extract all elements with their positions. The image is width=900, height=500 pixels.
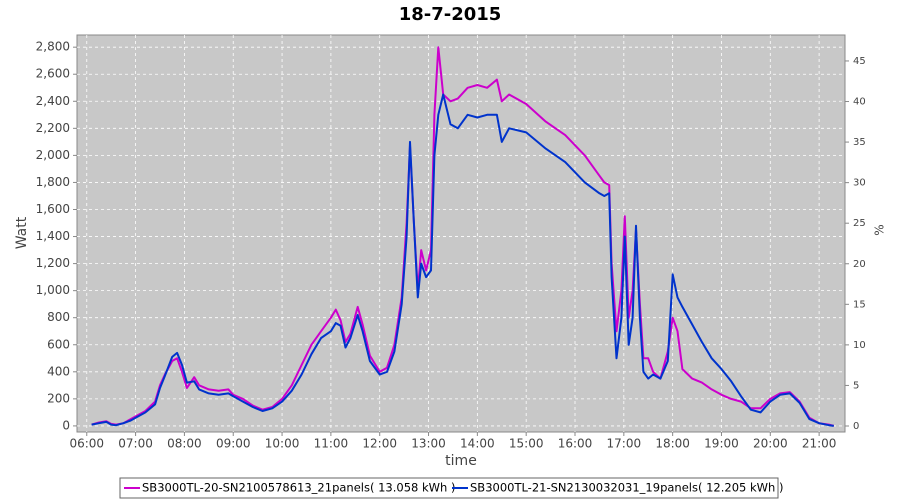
x-tick-label: 13:00 (411, 437, 446, 451)
x-tick-label: 10:00 (265, 437, 300, 451)
x-tick-label: 08:00 (167, 437, 202, 451)
y-tick-label: 200 (47, 391, 70, 405)
y2-tick-label: 25 (853, 218, 866, 229)
y-tick-label: 2,200 (36, 121, 70, 135)
y-tick-label: 1,000 (36, 283, 70, 297)
chart-title: 18-7-2015 (399, 4, 502, 25)
y2-tick-label: 5 (853, 380, 859, 391)
x-tick-label: 11:00 (314, 437, 349, 451)
legend-label: SB3000TL-21-SN2130032031_19panels( 12.20… (470, 481, 783, 495)
y-tick-label: 800 (47, 310, 70, 324)
y-tick-label: 1,200 (36, 256, 70, 270)
y-axis-label: Watt (14, 216, 30, 249)
y2-tick-label: 20 (853, 259, 866, 270)
y2-tick-label: 10 (853, 340, 866, 351)
y2-tick-label: 40 (853, 97, 866, 108)
y2-axis-label: % (873, 224, 887, 235)
x-tick-label: 17:00 (607, 437, 642, 451)
x-tick-label: 14:00 (460, 437, 495, 451)
x-tick-label: 12:00 (362, 437, 397, 451)
y2-tick-label: 15 (853, 299, 866, 310)
y-tick-label: 1,400 (36, 229, 70, 243)
y-tick-label: 2,800 (36, 40, 70, 54)
x-axis-label: time (445, 453, 477, 469)
y-tick-label: 0 (62, 418, 70, 432)
legend (119, 477, 779, 499)
y-tick-label: 400 (47, 364, 70, 378)
x-tick-label: 20:00 (753, 437, 788, 451)
y-tick-label: 1,600 (36, 202, 70, 216)
y-tick-label: 2,400 (36, 94, 70, 108)
y-tick-label: 2,600 (36, 67, 70, 81)
y-tick-label: 600 (47, 337, 70, 351)
x-tick-label: 16:00 (558, 437, 593, 451)
x-tick-label: 19:00 (704, 437, 739, 451)
x-tick-label: 21:00 (802, 437, 837, 451)
x-tick-label: 09:00 (216, 437, 251, 451)
y-tick-label: 1,800 (36, 175, 70, 189)
x-tick-label: 06:00 (69, 437, 104, 451)
x-tick-label: 15:00 (509, 437, 544, 451)
legend-label: SB3000TL-20-SN2100578613_21panels( 13.05… (142, 481, 455, 495)
y-tick-label: 2,000 (36, 148, 70, 162)
y2-tick-label: 30 (853, 178, 866, 189)
series-line (91, 93, 834, 427)
y2-tick-label: 0 (853, 421, 859, 432)
x-tick-label: 07:00 (118, 437, 153, 451)
y2-tick-label: 35 (853, 137, 866, 148)
y2-tick-label: 45 (853, 56, 866, 67)
x-tick-label: 18:00 (655, 437, 690, 451)
